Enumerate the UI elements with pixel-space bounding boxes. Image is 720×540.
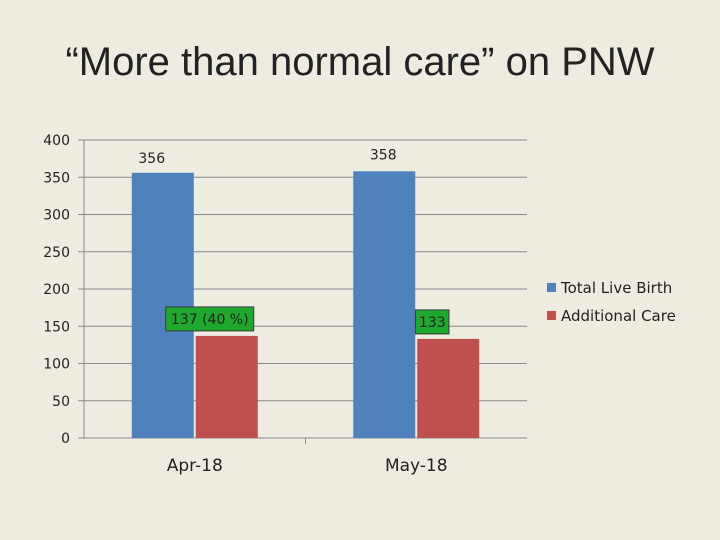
y-tick-label: 150 (43, 319, 70, 335)
bar (417, 338, 480, 438)
x-axis-labels: Apr-18 May-18 (167, 456, 448, 476)
y-tick-label: 50 (52, 394, 70, 410)
bar (353, 171, 416, 439)
legend-label: Total Live Birth (560, 279, 672, 297)
data-labels: 356 137 (40 %) 358 133 (138, 147, 450, 335)
legend-label: Additional Care (561, 307, 676, 325)
y-axis-ticks: 0 50 100 150 200 250 300 350 400 (43, 133, 70, 447)
legend-swatch (547, 283, 556, 292)
legend-swatch (547, 311, 556, 320)
y-tick-label: 200 (43, 282, 70, 298)
data-label: 356 (138, 151, 165, 167)
y-tick-label: 350 (43, 170, 70, 186)
data-label-box (165, 306, 255, 332)
y-tick-label: 100 (43, 357, 70, 373)
data-label-box (415, 309, 450, 335)
x-tick-label: May-18 (385, 456, 448, 476)
slide-title: “More than normal care” on PNW (65, 40, 655, 84)
bar (195, 335, 258, 438)
y-tick-label: 400 (43, 133, 70, 149)
y-tick-label: 0 (61, 431, 70, 447)
bars (131, 171, 480, 439)
legend: Total Live Birth Additional Care (547, 279, 676, 325)
y-tick-label: 250 (43, 245, 70, 261)
data-label: 137 (40 %) (171, 312, 249, 328)
bar (131, 172, 194, 438)
y-tick-label: 300 (43, 208, 70, 224)
x-tick-label: Apr-18 (167, 456, 223, 476)
data-label: 358 (370, 147, 397, 163)
data-label: 133 (419, 315, 446, 331)
